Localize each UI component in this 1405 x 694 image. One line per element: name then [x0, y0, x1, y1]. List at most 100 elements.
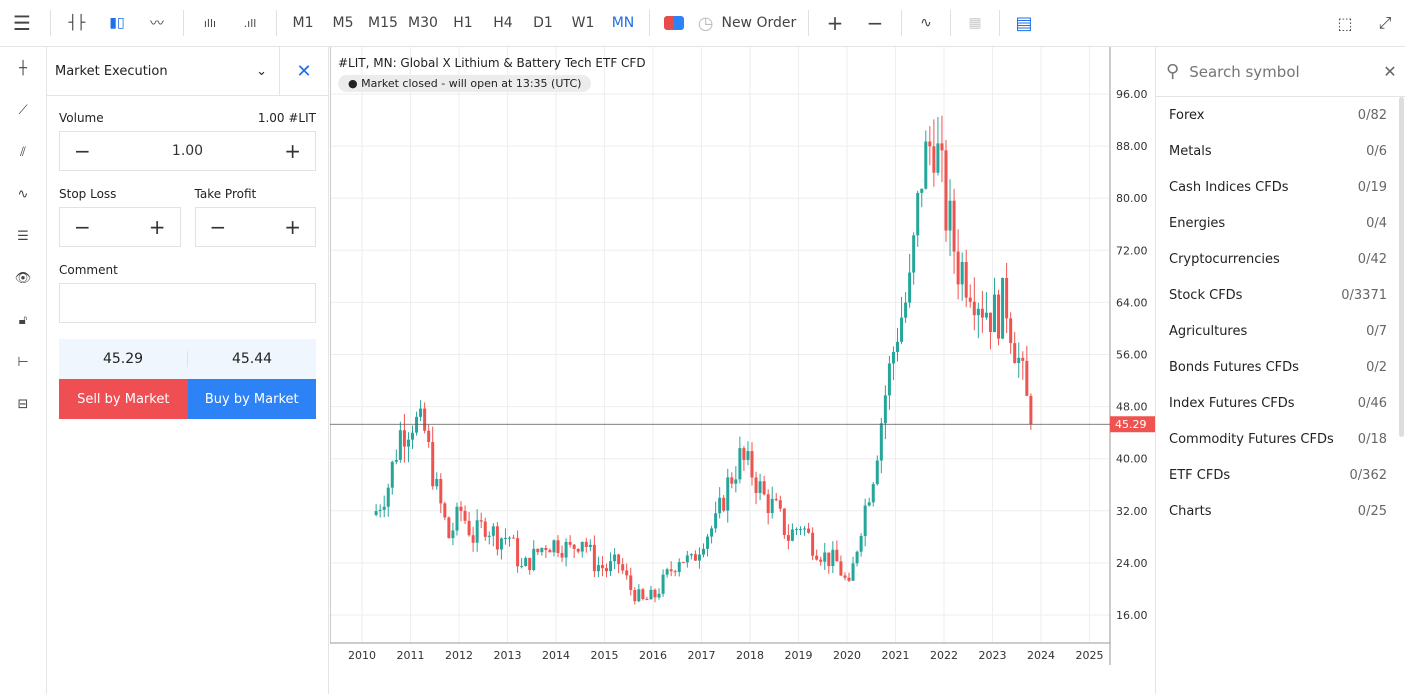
crosshair-icon[interactable]: ┼: [19, 60, 27, 76]
layers-icon[interactable]: ⊟: [17, 396, 29, 412]
order-panel: Market Execution ⌄ ✕ Volume 1.00 #LIT − 1.0…: [47, 47, 329, 694]
candle-body: [770, 498, 774, 514]
timeframe-h1[interactable]: H1: [453, 15, 473, 31]
decrease-sl-button[interactable]: −: [74, 215, 91, 239]
candle-body: [847, 577, 851, 581]
candle-body: [645, 599, 649, 601]
volume-value[interactable]: 1.00: [171, 143, 204, 159]
candle-body: [467, 520, 471, 536]
channel-icon[interactable]: ⫽: [20, 144, 26, 160]
object-tree-icon[interactable]: ⊢: [17, 354, 29, 370]
execution-mode-select[interactable]: Market Execution ⌄: [47, 47, 280, 95]
candle-body: [532, 548, 536, 571]
timeframe-m5[interactable]: M5: [332, 15, 354, 31]
screenshot-icon[interactable]: ⬚: [1337, 13, 1353, 33]
candle-body: [411, 432, 414, 440]
candle-body: [415, 416, 419, 433]
category-item[interactable]: Cash Indices CFDs 0/19: [1156, 169, 1405, 205]
trendline-icon[interactable]: ⟋: [18, 102, 28, 118]
document-icon[interactable]: ▤: [1015, 12, 1033, 34]
category-item[interactable]: Charts 0/25: [1156, 493, 1405, 529]
zoom-out-button[interactable]: −: [866, 11, 884, 35]
fullscreen-icon[interactable]: ⤢: [1378, 13, 1392, 32]
candle-body: [932, 146, 936, 173]
decrease-tp-button[interactable]: −: [209, 215, 227, 239]
category-count: 0/4: [1366, 215, 1387, 231]
clear-search-icon[interactable]: ✕: [1383, 62, 1397, 81]
timeframe-mn[interactable]: MN: [611, 15, 635, 31]
category-name: Cash Indices CFDs: [1169, 179, 1289, 195]
fibonacci-icon[interactable]: ☰: [17, 228, 29, 244]
zoom-in-button[interactable]: +: [826, 11, 844, 35]
candle-body: [855, 551, 859, 564]
candlestick-icon[interactable]: ▮▯: [109, 15, 125, 31]
scrollbar[interactable]: [1399, 97, 1404, 437]
candle-body: [540, 547, 544, 553]
comment-input[interactable]: [59, 283, 316, 323]
volume-stepper[interactable]: − 1.00 +: [59, 131, 316, 171]
increase-volume-button[interactable]: +: [284, 139, 301, 163]
category-count: 0/42: [1357, 251, 1387, 267]
candle-body: [685, 555, 689, 563]
increase-sl-button[interactable]: +: [148, 215, 166, 239]
close-icon[interactable]: ✕: [296, 60, 312, 82]
take-profit-stepper[interactable]: − +: [194, 207, 316, 247]
category-item[interactable]: Energies 0/4: [1156, 205, 1405, 241]
tick-volume-icon[interactable]: .ıll: [243, 16, 257, 30]
candle-body: [742, 448, 746, 460]
one-click-trading-icon[interactable]: [656, 0, 692, 47]
category-item[interactable]: Bonds Futures CFDs 0/2: [1156, 349, 1405, 385]
indicators-icon[interactable]: ∿: [920, 15, 932, 31]
category-item[interactable]: Metals 0/6: [1156, 133, 1405, 169]
bar-chart-icon[interactable]: ┤├: [68, 15, 86, 31]
eye-icon[interactable]: 👁: [14, 270, 32, 286]
timeframe-m30[interactable]: M30: [408, 15, 438, 31]
toolbar: ☰ ┤├ ▮▯ 〰 ıllı .ıll M1 M5 M15 M30 H1 H4 D1 W1 MN…: [0, 0, 1405, 47]
candle-body: [988, 312, 992, 333]
search-input[interactable]: [1189, 62, 1384, 81]
polyline-icon[interactable]: ∿: [17, 186, 29, 202]
candle-body: [495, 526, 499, 550]
y-tick-label: 64.00: [1116, 296, 1148, 309]
sell-button[interactable]: Sell by Market: [59, 379, 188, 419]
x-tick-label: 2023: [979, 649, 1007, 662]
volume-icon[interactable]: ıllı: [203, 16, 217, 30]
candle-body: [924, 141, 928, 189]
buy-button[interactable]: Buy by Market: [187, 379, 316, 419]
category-item[interactable]: Forex 0/82: [1156, 97, 1405, 133]
category-name: Forex: [1169, 107, 1205, 123]
category-item[interactable]: Agricultures 0/7: [1156, 313, 1405, 349]
menu-icon[interactable]: ☰: [13, 11, 31, 35]
line-chart-icon[interactable]: 〰: [150, 16, 164, 32]
divider: [183, 10, 184, 36]
category-item[interactable]: Index Futures CFDs 0/46: [1156, 385, 1405, 421]
candle-body: [386, 487, 390, 507]
chart-canvas[interactable]: 16.00 24.00 32.00 40.00 48.00 56.00 64.00 72.00…: [329, 47, 1155, 665]
stop-loss-stepper[interactable]: − +: [59, 207, 181, 247]
category-item[interactable]: Commodity Futures CFDs 0/18: [1156, 421, 1405, 457]
new-order-button[interactable]: ◷ New Order: [692, 0, 802, 47]
candle-body: [617, 554, 621, 565]
timeframe-m1[interactable]: M1: [292, 15, 314, 31]
category-count: 0/25: [1357, 503, 1387, 519]
category-item[interactable]: ETF CFDs 0/362: [1156, 457, 1405, 493]
candle-body: [423, 408, 427, 431]
decrease-volume-button[interactable]: −: [74, 139, 91, 163]
category-item[interactable]: Stock CFDs 0/3371: [1156, 277, 1405, 313]
execution-mode-label: Market Execution: [55, 63, 168, 79]
unlock-icon[interactable]: 🔓︎: [18, 312, 28, 328]
candle-body: [916, 192, 920, 236]
timeframe-d1[interactable]: D1: [533, 15, 553, 31]
calendar-icon[interactable]: ▦: [968, 15, 982, 31]
candle-body: [588, 544, 592, 548]
candle-body: [382, 506, 386, 510]
candle-body: [584, 541, 588, 548]
candle-body: [512, 537, 516, 539]
timeframe-m15[interactable]: M15: [368, 15, 398, 31]
timeframe-w1[interactable]: W1: [571, 15, 595, 31]
category-item[interactable]: Cryptocurrencies 0/42: [1156, 241, 1405, 277]
price-chart[interactable]: 16.00 24.00 32.00 40.00 48.00 56.00 64.00 72.00…: [329, 47, 1155, 665]
candle-body: [653, 589, 657, 598]
timeframe-h4[interactable]: H4: [493, 15, 513, 31]
increase-tp-button[interactable]: +: [284, 215, 301, 239]
